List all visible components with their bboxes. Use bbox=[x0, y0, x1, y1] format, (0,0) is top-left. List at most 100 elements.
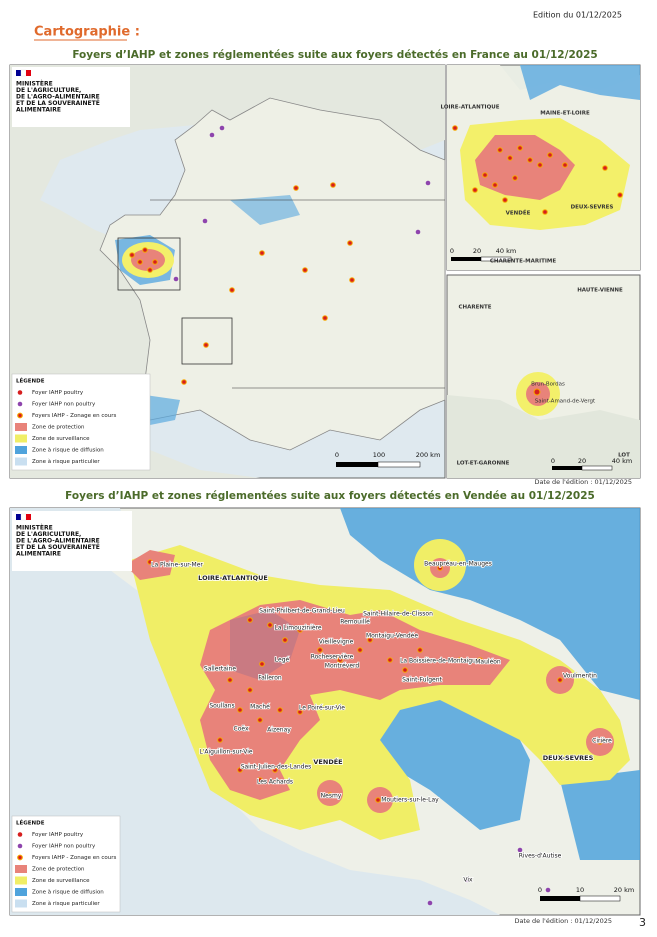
region-label: DEUX-SEVRES bbox=[571, 205, 614, 211]
outbreak bbox=[557, 677, 563, 683]
place-label: Falleron bbox=[258, 675, 282, 682]
place-label: Nesmy bbox=[321, 793, 342, 800]
outbreaks bbox=[147, 559, 603, 906]
ministry-line: ALIMENTAIRE bbox=[16, 551, 61, 558]
ministry-line: ALIMENTAIRE bbox=[16, 107, 61, 114]
outbreak bbox=[387, 657, 393, 663]
outbreak bbox=[597, 739, 603, 745]
legend-symbol bbox=[17, 843, 23, 849]
place-label: Saint-Fulgent bbox=[402, 677, 442, 684]
zone-diffusion bbox=[340, 508, 640, 700]
zone-diffusion bbox=[360, 690, 530, 830]
place-label: Voulmentin bbox=[563, 673, 597, 680]
outbreak bbox=[425, 180, 431, 186]
flag bbox=[16, 70, 21, 76]
outbreak bbox=[147, 267, 153, 273]
place-label: DEUX-SEVRES bbox=[543, 754, 594, 762]
outbreak bbox=[602, 165, 608, 171]
legend-title: LÉGENDE bbox=[16, 377, 45, 385]
legend-swatch bbox=[15, 876, 27, 885]
legend-item: Zone de surveillance bbox=[32, 878, 90, 884]
outbreak bbox=[142, 247, 148, 253]
outbreak bbox=[402, 667, 408, 673]
outbreak bbox=[217, 737, 223, 743]
place-label: Beaupréau-en-Mauges bbox=[424, 561, 492, 568]
outbreak bbox=[317, 647, 323, 653]
legend-item: Zone de protection bbox=[32, 867, 85, 873]
legend-symbol bbox=[17, 390, 23, 395]
outbreak bbox=[337, 657, 343, 663]
outbreak bbox=[297, 709, 303, 715]
scale-label: 0 bbox=[538, 886, 542, 894]
zone-diffusion bbox=[145, 395, 180, 425]
outbreak bbox=[437, 565, 443, 571]
region-label: LOIRE-ATLANTIQUE bbox=[441, 105, 500, 111]
logo-box bbox=[12, 67, 130, 127]
zone-protection bbox=[125, 550, 175, 580]
map1-title: Foyers d’IAHP et zones réglementées suit… bbox=[72, 49, 597, 61]
outbreak bbox=[293, 185, 299, 191]
legend-symbol bbox=[17, 401, 23, 407]
ministry-line: DE L'AGRICULTURE, bbox=[16, 531, 81, 538]
zone-diffusion bbox=[560, 770, 640, 860]
inset1: 0 20 40 km LOIRE-ATLANTIQUE MAINE-ET-LOIRE VE… bbox=[441, 64, 641, 271]
zone-protection-overlap bbox=[230, 610, 300, 680]
outbreak bbox=[502, 197, 508, 203]
legend-item: Zone à risque de diffusion bbox=[32, 447, 104, 454]
legend-swatch bbox=[15, 888, 27, 896]
legend-swatch bbox=[15, 434, 27, 443]
place-label: Montréverd bbox=[325, 663, 360, 670]
outbreak bbox=[322, 315, 328, 321]
outbreak bbox=[349, 277, 355, 283]
outbreak bbox=[152, 259, 158, 265]
outbreak bbox=[517, 145, 523, 151]
place-label: La Plaine-sur-Mer bbox=[151, 562, 203, 569]
logo-box bbox=[12, 511, 132, 571]
outbreak bbox=[517, 847, 523, 853]
legend-item: Foyers IAHP - Zonage en cours bbox=[32, 855, 117, 861]
place-label: Mauléon bbox=[475, 659, 501, 666]
outbreak bbox=[203, 342, 209, 348]
scale-label: 100 bbox=[373, 451, 385, 459]
outbreak bbox=[247, 687, 253, 693]
outbreaks bbox=[129, 125, 431, 385]
scale: 0 100 200 km bbox=[335, 451, 440, 459]
outbreak bbox=[542, 209, 548, 215]
sea bbox=[10, 508, 500, 915]
ministry-line: MINISTÈRE bbox=[16, 80, 53, 88]
legend-box bbox=[11, 815, 121, 913]
place-label: Les Achards bbox=[257, 779, 293, 786]
outbreak bbox=[427, 900, 433, 906]
ministry-line: DE L'AGRO-ALIMENTAIRE bbox=[16, 94, 100, 101]
place-label: Soullans bbox=[209, 703, 234, 710]
outbreak bbox=[137, 259, 143, 265]
legend-item: Foyers IAHP - Zonage en cours bbox=[32, 413, 117, 419]
place-label: Coëx bbox=[234, 726, 249, 733]
edition: Edition du 01/12/2025 bbox=[533, 11, 622, 20]
place-label: Moutiers-sur-le-Lay bbox=[381, 797, 439, 804]
outbreak bbox=[202, 218, 208, 224]
outbreak bbox=[209, 132, 215, 138]
scale-label: 20 km bbox=[614, 886, 634, 894]
outbreak bbox=[237, 767, 243, 773]
outbreak bbox=[219, 125, 225, 131]
outbreak bbox=[497, 147, 503, 153]
place-label: Legé bbox=[275, 657, 290, 664]
outbreak bbox=[537, 162, 543, 168]
outbreak bbox=[562, 162, 568, 168]
zoom-box bbox=[117, 237, 181, 291]
flag bbox=[16, 514, 21, 520]
legend-item: Zone de surveillance bbox=[32, 436, 90, 442]
place-label: Maché bbox=[250, 704, 270, 711]
outbreak bbox=[247, 617, 253, 623]
outbreak bbox=[327, 792, 333, 798]
place-label: Saint-Philbert-de-Grand-Lieu bbox=[259, 608, 345, 615]
scale-label: 200 km bbox=[416, 451, 441, 459]
scale-label: 10 bbox=[576, 886, 584, 894]
scale-bar bbox=[480, 256, 512, 262]
